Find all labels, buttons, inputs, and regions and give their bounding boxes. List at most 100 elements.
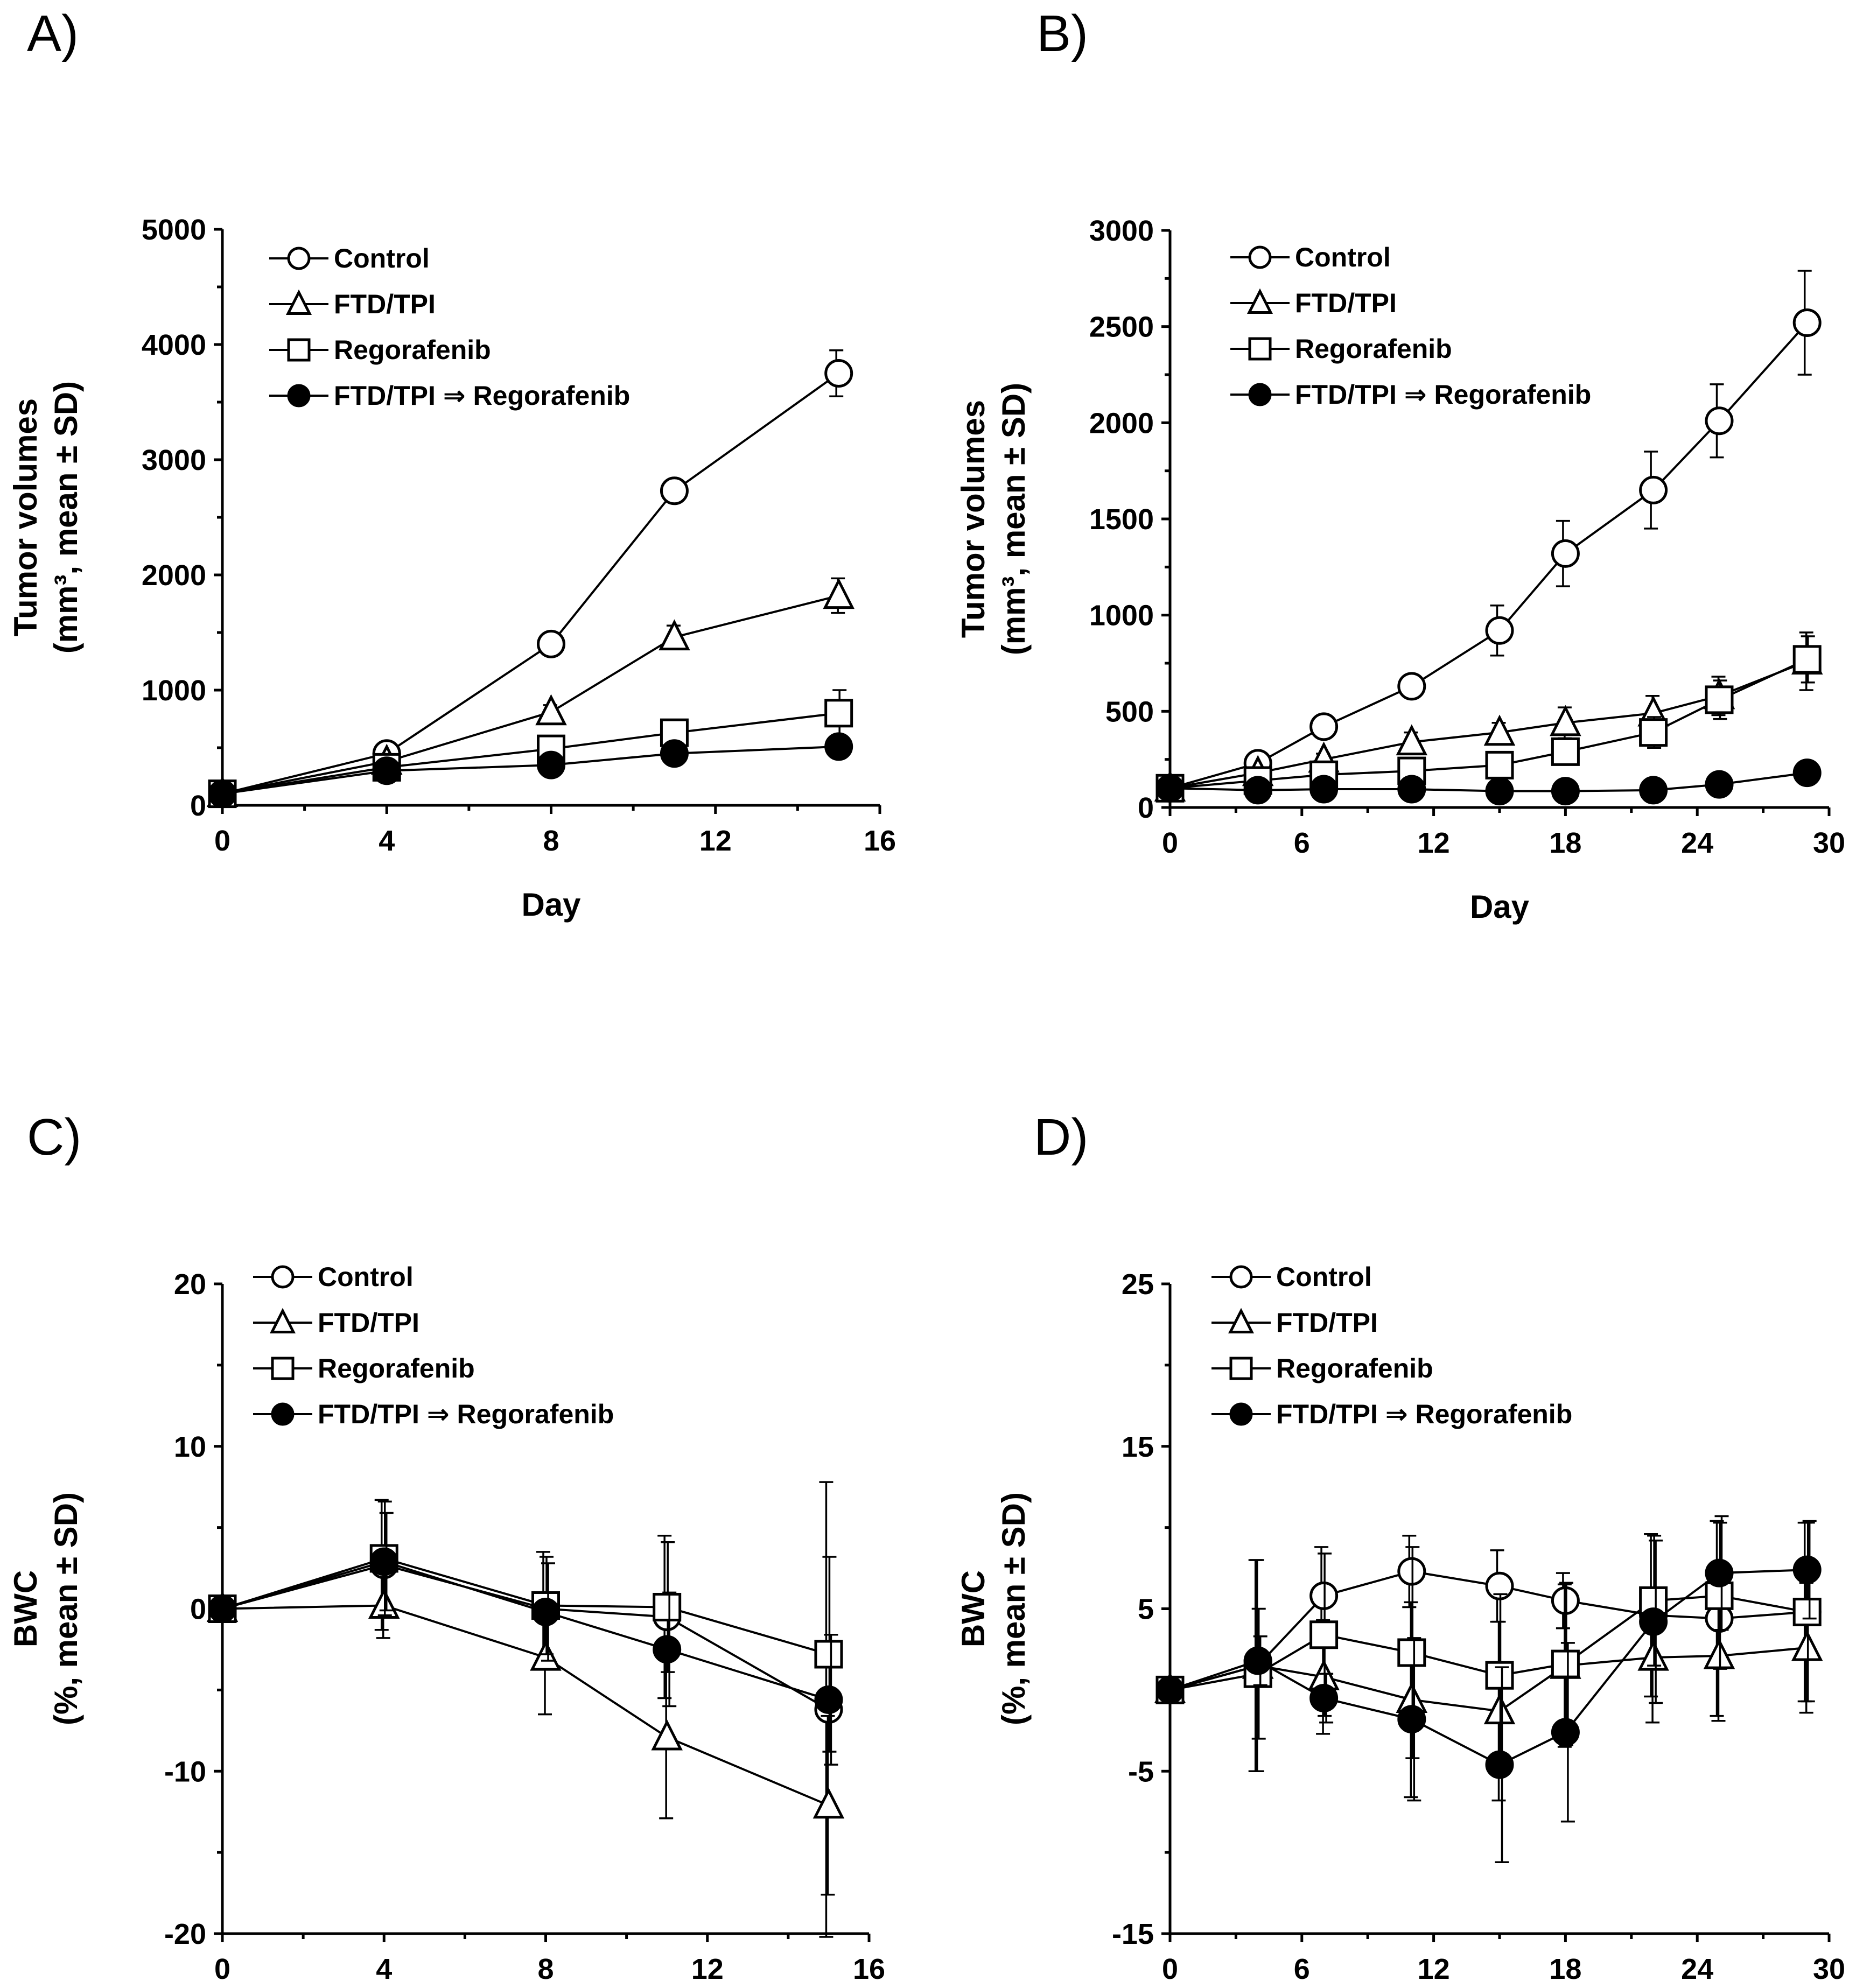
panel-d-legend-label: Regorafenib	[1276, 1353, 1433, 1383]
panel-b-legend: Control FTD/TPI Regorafenib FTD/TPI ⇒ Regor…	[1230, 242, 1591, 410]
panel-d-series-ftd-tpi-regorafenib-point	[1485, 1750, 1514, 1779]
panel-a-series-control-line	[222, 372, 839, 795]
panel-a-legend-marker	[285, 289, 312, 315]
panel-d-series-ftd-tpi-regorafenib-point	[1639, 1607, 1668, 1636]
panel-c-series-control	[208, 1481, 843, 1938]
panel-c-series-regorafenib-point	[653, 1592, 682, 1621]
panel-d-y-tick-label: 5	[1138, 1593, 1154, 1626]
panel-a-series-regorafenib-point	[824, 699, 853, 728]
panel-a-legend-label: FTD/TPI ⇒ Regorafenib	[334, 381, 630, 411]
panel-a-x-tick-label: 4	[379, 825, 395, 857]
panel-b-series-control-point	[1792, 308, 1822, 338]
panel-a-series-ftd-tpi-regorafenib-point	[537, 750, 565, 779]
panel-d-series-ftd-tpi-regorafenib-point	[1243, 1646, 1272, 1675]
panel-c-x-tick-label: 4	[376, 1953, 392, 1985]
panel-a-series-control-point	[537, 629, 565, 658]
panel-d-legend-marker	[1229, 1265, 1253, 1289]
panel-c-x-tick-label: 12	[691, 1953, 724, 1985]
panel-d-label: D)	[1034, 1108, 1088, 1166]
panel-a-series-ftd-tpi-point	[659, 619, 690, 651]
panel-b-series-ftd-tpi-regorafenib-point	[1485, 777, 1514, 806]
panel-b-y-tick-label: 2500	[1089, 311, 1154, 343]
panel-b-series-regorafenib-point	[1705, 685, 1734, 714]
panel-d-legend-marker	[1228, 1308, 1255, 1333]
panel-c-series-ftd-tpi-point	[651, 1719, 683, 1751]
panel-d-series-regorafenib-point	[1792, 1598, 1822, 1627]
panel-c-series-ftd-tpi-regorafenib-line	[222, 1560, 829, 1701]
panel-c-y-tick-label: 10	[174, 1431, 206, 1463]
panel-b-legend-label: Regorafenib	[1295, 334, 1452, 364]
panel-d-series-ftd-tpi-regorafenib-point	[1397, 1705, 1426, 1734]
panel-c-series-ftd-tpi-point	[530, 1639, 562, 1671]
panel-b-legend-label: Control	[1295, 242, 1391, 272]
panel-c-series-ftd-tpi-line	[222, 1604, 829, 1807]
panel-a-legend: Control FTD/TPI Regorafenib FTD/TPI ⇒ Regor…	[269, 243, 630, 411]
panel-d-series-regorafenib-point	[1397, 1638, 1426, 1667]
panel-a-series-ftd-tpi	[206, 577, 855, 807]
panel-b-series-ftd-tpi-point	[1396, 724, 1428, 756]
panel-b-x-tick-label: 24	[1681, 827, 1713, 859]
panel-c-y-tick-label: 0	[190, 1593, 206, 1626]
panel-d-legend-label: FTD/TPI	[1276, 1308, 1378, 1338]
panel-c-series-regorafenib-point	[814, 1640, 843, 1669]
panel-c-legend-label: Regorafenib	[318, 1353, 475, 1383]
panel-c-series-ftd-tpi-point	[813, 1787, 845, 1819]
panel-a-y-tick-label: 4000	[142, 329, 206, 361]
panel-d-legend-label: FTD/TPI ⇒ Regorafenib	[1276, 1399, 1572, 1429]
panel-a-x-tick-label: 16	[864, 825, 896, 857]
panel-c-series-ftd-tpi-regorafenib-point	[369, 1547, 398, 1576]
panel-b-label: B)	[1036, 5, 1088, 62]
panel-c: C)-20-10010200481216DayBWC(%, mean ± SD)…	[8, 1108, 885, 1985]
panel-d-x-tick-label: 30	[1813, 1953, 1845, 1985]
panel-b-series-ftd-tpi-regorafenib-point	[1792, 758, 1822, 788]
panel-b-series-control-point	[1639, 475, 1668, 504]
panel-c-y-tick-label: 20	[174, 1268, 206, 1301]
panel-c-x-tick-label: 16	[853, 1953, 885, 1985]
panel-b-legend-marker	[1246, 288, 1273, 314]
panel-b-series-ftd-tpi-regorafenib-point	[1551, 777, 1580, 806]
panel-d-series-regorafenib-point	[1551, 1649, 1580, 1678]
panel-d-y-tick-label: 25	[1122, 1268, 1154, 1301]
panel-c-x-tick-label: 8	[537, 1953, 554, 1985]
panel-d-series-ftd-tpi-regorafenib-point	[1705, 1558, 1734, 1587]
panel-d-legend: Control FTD/TPI Regorafenib FTD/TPI ⇒ Regor…	[1211, 1262, 1572, 1429]
panel-a-x-tick-label: 0	[214, 825, 230, 857]
panel-a-legend-label: Regorafenib	[334, 335, 491, 365]
panel-b-series-regorafenib-point	[1485, 750, 1514, 779]
panel-a-series-ftd-tpi-regorafenib-point	[824, 732, 853, 761]
panel-b-x-tick-label: 30	[1813, 827, 1845, 859]
panel-b-series-regorafenib-point	[1792, 645, 1822, 674]
panel-b-series-control	[1155, 270, 1822, 803]
panel-d-x-tick-label: 18	[1549, 1953, 1581, 1985]
panel-b-series-ftd-tpi-regorafenib-point	[1639, 776, 1668, 805]
panel-a-series-control-point	[824, 359, 853, 388]
panel-a-series-control-point	[660, 476, 689, 505]
panel-c-legend-marker	[269, 1308, 296, 1333]
panel-b-y-tick-label: 2000	[1089, 407, 1154, 439]
panel-b-series-ftd-tpi-point	[1483, 714, 1516, 746]
panel-a: A) 0 1000 2000 3000 4000 5000 0 4 8 12 16 Day Tumor v…	[8, 5, 896, 923]
panel-d-x-tick-label: 0	[1162, 1953, 1178, 1985]
panel-b-series-regorafenib-point	[1551, 737, 1580, 766]
panel-c-legend: Control FTD/TPI Regorafenib FTD/TPI ⇒ Regor…	[253, 1262, 614, 1429]
panel-a-x-tick-label: 12	[699, 825, 732, 857]
panel-c-series-ftd-tpi-regorafenib-point	[653, 1635, 682, 1664]
panel-d-y-axis-subtitle: (%, mean ± SD)	[996, 1492, 1032, 1725]
panel-a-y-tick-label: 5000	[142, 214, 206, 246]
panel-b-legend-marker	[1248, 383, 1272, 406]
panel-c-series-ftd-tpi	[206, 1572, 845, 1896]
panel-a-x-tick-label: 8	[543, 825, 559, 857]
panel-d-series-regorafenib-point	[1309, 1620, 1339, 1649]
panel-c-legend-marker	[271, 1265, 295, 1289]
panel-c-series-ftd-tpi-regorafenib-point	[814, 1685, 843, 1714]
panel-b-series-ftd-tpi-regorafenib-point	[1155, 774, 1185, 803]
panel-b-y-axis-subtitle: (mm³, mean ± SD)	[996, 383, 1032, 655]
panel-a-y-axis-subtitle: (mm³, mean ± SD)	[48, 381, 84, 654]
panel-a-x-axis-title: Day	[521, 887, 581, 923]
panel-b-y-tick-label: 0	[1138, 792, 1154, 824]
panel-a-y-tick-label: 2000	[142, 559, 206, 592]
panel-c-y-axis-subtitle: (%, mean ± SD)	[48, 1492, 84, 1725]
panel-b-x-tick-label: 0	[1162, 827, 1178, 859]
panel-a-series-ftd-tpi-regorafenib-point	[208, 779, 237, 809]
